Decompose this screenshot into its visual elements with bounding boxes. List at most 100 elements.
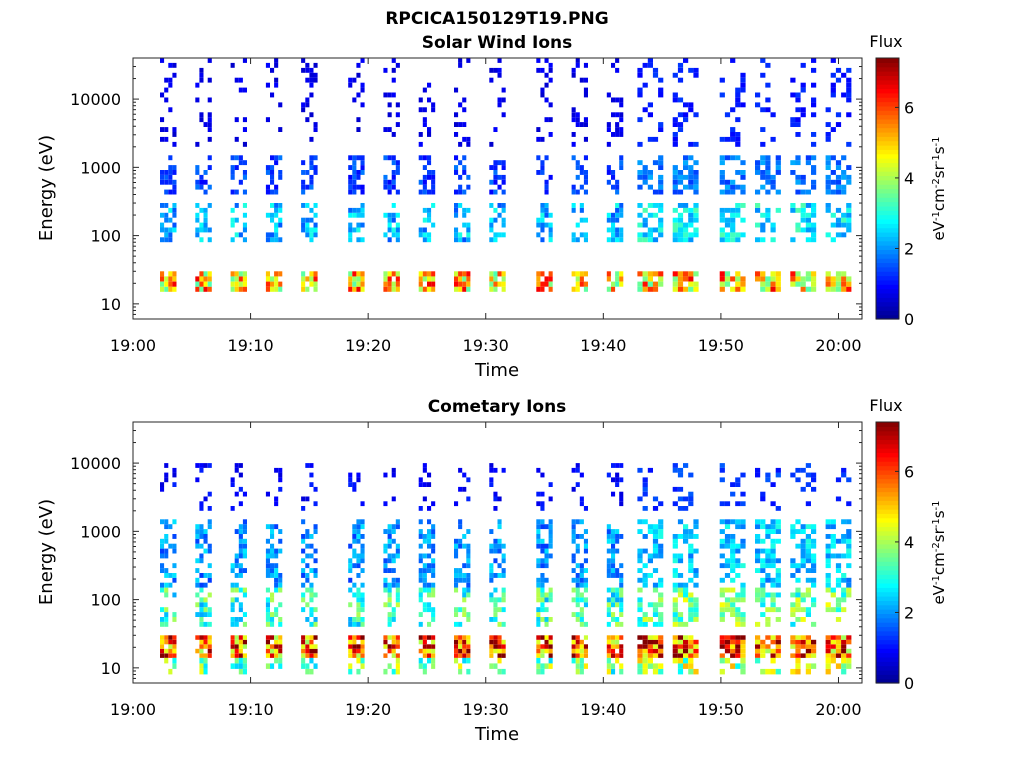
heatmap-cell: [489, 663, 494, 669]
heatmap-cell: [811, 538, 817, 544]
colorbar-segment: [876, 509, 899, 514]
heatmap-cell: [540, 538, 545, 544]
heatmap-cell: [642, 477, 648, 483]
heatmap-cell: [619, 203, 624, 208]
colorbar-segment: [876, 452, 899, 458]
heatmap-cell: [730, 644, 736, 649]
heatmap-cell: [637, 548, 643, 554]
heatmap-cell: [431, 286, 436, 292]
heatmap-cell: [305, 635, 310, 640]
heatmap-cell: [160, 222, 165, 228]
heatmap-cell: [677, 472, 684, 478]
heatmap-cell: [606, 472, 611, 478]
heatmap-cell: [395, 602, 400, 608]
heatmap-cell: [313, 77, 318, 83]
colorbar-segment: [876, 643, 899, 649]
heatmap-cell: [454, 232, 459, 238]
heatmap-cell: [724, 538, 731, 544]
heatmap-cell: [207, 271, 212, 277]
heatmap-cell: [740, 217, 746, 223]
heatmap-cell: [309, 587, 314, 593]
heatmap-cell: [730, 607, 736, 613]
heatmap-cell: [348, 207, 353, 213]
heatmap-cell: [360, 207, 365, 213]
heatmap-cell: [172, 573, 177, 578]
heatmap-cell: [466, 496, 471, 502]
heatmap-cell: [199, 587, 204, 593]
heatmap-cell: [274, 222, 279, 228]
heatmap-cell: [841, 212, 847, 218]
heatmap-cell: [647, 136, 653, 142]
heatmap-cell: [805, 160, 811, 166]
heatmap-cell: [835, 160, 842, 166]
heatmap-cell: [265, 82, 270, 88]
heatmap-cell: [238, 232, 243, 238]
heatmap-cell: [454, 657, 459, 664]
heatmap-cell: [172, 563, 177, 569]
heatmap-cell: [740, 184, 746, 190]
colorbar-segment: [876, 253, 899, 259]
heatmap-cell: [458, 184, 463, 190]
heatmap-cell: [835, 653, 842, 658]
heatmap-cell: [548, 232, 553, 238]
heatmap-cell: [611, 477, 616, 483]
heatmap-cell: [427, 174, 432, 180]
heatmap-cell: [391, 538, 396, 544]
heatmap-cell: [422, 237, 427, 243]
heatmap-cell: [168, 237, 173, 243]
heatmap-cell: [735, 482, 741, 487]
heatmap-cell: [544, 179, 549, 185]
heatmap-cell: [775, 573, 781, 578]
heatmap-cell: [356, 668, 361, 675]
heatmap-cell: [466, 222, 471, 228]
heatmap-cell: [835, 617, 842, 622]
heatmap-cell: [422, 207, 427, 213]
heatmap-cell: [458, 543, 463, 549]
heatmap-cell: [800, 543, 806, 549]
heatmap-cell: [658, 668, 664, 675]
heatmap-cell: [740, 639, 746, 645]
heatmap-cell: [207, 203, 212, 208]
heatmap-cell: [309, 553, 314, 559]
heatmap-cell: [740, 653, 746, 658]
heatmap-cell: [160, 648, 165, 654]
heatmap-cell: [431, 653, 436, 658]
heatmap-cell: [391, 668, 396, 675]
heatmap-cell: [795, 592, 801, 598]
heatmap-cell: [755, 170, 761, 175]
heatmap-cell: [835, 67, 842, 73]
heatmap-cell: [575, 463, 580, 468]
heatmap-cell: [606, 568, 611, 573]
heatmap-cell: [418, 141, 423, 147]
heatmap-cell: [238, 657, 243, 664]
heatmap-cell: [765, 97, 771, 103]
heatmap-cell: [611, 635, 616, 640]
heatmap-cell: [647, 529, 653, 534]
heatmap-cell: [724, 563, 731, 569]
heatmap-cell: [270, 612, 275, 617]
colorbar-segment: [876, 110, 899, 116]
heatmap-cell: [265, 538, 270, 544]
heatmap-cell: [427, 232, 432, 238]
heatmap-cell: [391, 467, 396, 473]
heatmap-cell: [458, 577, 463, 583]
colorbar-segment: [876, 266, 899, 272]
heatmap-cell: [846, 165, 852, 170]
heatmap-cell: [466, 668, 471, 675]
heatmap-cell: [811, 558, 817, 564]
heatmap-cell: [571, 271, 576, 277]
heatmap-cell: [735, 237, 741, 243]
heatmap-cell: [313, 486, 318, 492]
heatmap-cell: [637, 184, 643, 190]
heatmap-cell: [658, 271, 664, 277]
heatmap-cell: [724, 501, 731, 507]
heatmap-cell: [454, 587, 459, 593]
heatmap-cell: [195, 227, 200, 233]
heatmap-cell: [730, 482, 736, 487]
heatmap-cell: [647, 203, 653, 208]
colorbar-segment: [876, 504, 899, 510]
heatmap-cell: [383, 529, 388, 534]
heatmap-cell: [615, 184, 620, 190]
heatmap-cell: [305, 543, 310, 549]
heatmap-cell: [305, 62, 310, 68]
